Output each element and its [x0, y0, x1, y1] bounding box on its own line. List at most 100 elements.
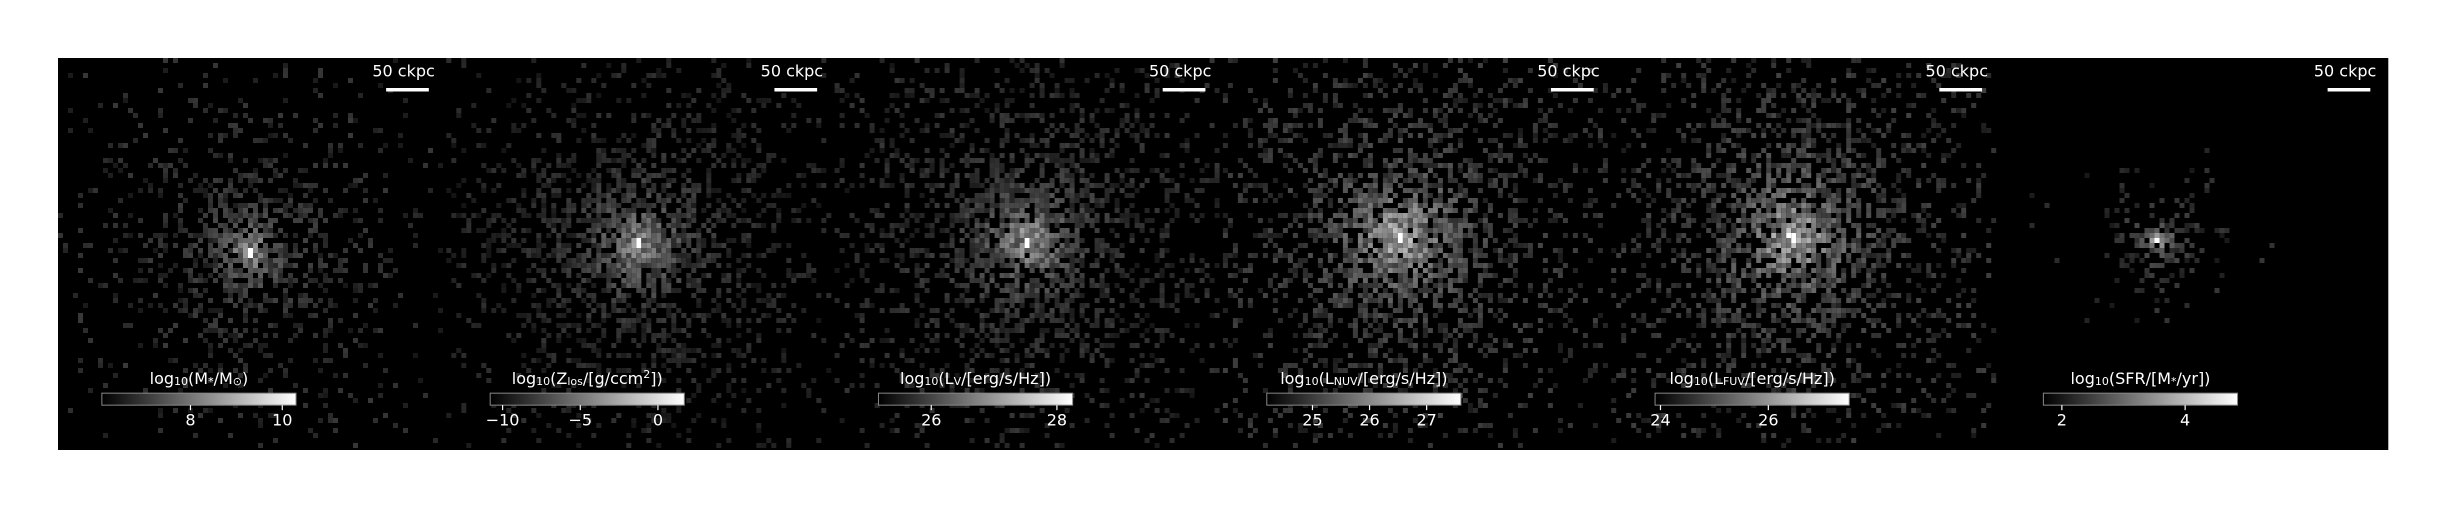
pixel [701, 288, 707, 293]
pixel [726, 288, 732, 293]
pixel [631, 283, 637, 288]
pixel [964, 233, 970, 238]
pixel [1372, 228, 1378, 233]
pixel [1174, 188, 1180, 193]
pixel [1392, 123, 1398, 128]
pixel [1164, 368, 1170, 373]
pixel [1237, 198, 1243, 203]
pixel [243, 243, 248, 248]
pixel [611, 268, 617, 273]
pixel [586, 343, 592, 348]
pixel [1387, 408, 1393, 413]
pixel [611, 223, 617, 228]
pixel [1054, 293, 1060, 298]
pixel [323, 388, 328, 393]
pixel [839, 113, 845, 118]
pixel [691, 198, 697, 203]
pixel [1019, 318, 1025, 323]
pixel [816, 318, 822, 323]
pixel [243, 313, 248, 318]
pixel [726, 323, 732, 328]
pixel [1317, 433, 1323, 438]
pixel [641, 168, 647, 173]
pixel [546, 353, 552, 358]
pixel [591, 123, 597, 128]
pixel [536, 378, 542, 383]
pixel [586, 313, 592, 318]
pixel [1367, 188, 1373, 193]
pixel [551, 213, 557, 218]
pixel [318, 393, 323, 398]
pixel [894, 288, 900, 293]
pixel [1362, 248, 1368, 253]
pixel [566, 158, 572, 163]
pixel [541, 218, 547, 223]
pixel [293, 333, 298, 338]
pixel [1154, 273, 1160, 278]
pixel [796, 173, 802, 178]
pixel [621, 223, 627, 228]
pixel [621, 233, 627, 238]
pixel [994, 368, 1000, 373]
pixel [919, 428, 925, 433]
pixel [1204, 288, 1210, 293]
pixel [964, 218, 970, 223]
pixel [1357, 143, 1363, 148]
pixel [889, 338, 895, 343]
pixel [636, 243, 642, 248]
pixel [228, 298, 233, 303]
pixel [1392, 243, 1398, 248]
pixel [1014, 188, 1020, 193]
pixel [651, 288, 657, 293]
pixel [1119, 243, 1125, 248]
pixel [218, 333, 223, 338]
pixel [1247, 303, 1253, 308]
pixel [1247, 418, 1253, 423]
pixel [1232, 263, 1238, 268]
pixel [671, 423, 677, 428]
pixel [964, 153, 970, 158]
pixel [1392, 228, 1398, 233]
pixel [1149, 228, 1155, 233]
pixel [521, 353, 527, 358]
pixel [511, 218, 517, 223]
pixel [551, 223, 557, 228]
pixel [1317, 263, 1323, 268]
pixel [781, 388, 787, 393]
pixel [686, 178, 692, 183]
pixel [1267, 118, 1273, 123]
pixel [263, 343, 268, 348]
pixel [641, 313, 647, 318]
pixel [979, 223, 985, 228]
pixel [1094, 133, 1100, 138]
pixel [536, 413, 542, 418]
pixel [203, 318, 208, 323]
pixel [1247, 143, 1253, 148]
pixel [726, 273, 732, 278]
pixel [661, 183, 667, 188]
pixel [1367, 378, 1373, 383]
pixel [556, 428, 562, 433]
pixel [378, 268, 383, 273]
pixel [323, 238, 328, 243]
pixel [1204, 178, 1210, 183]
pixel [1312, 198, 1318, 203]
pixel [1074, 238, 1080, 243]
pixel [726, 193, 732, 198]
pixel [964, 163, 970, 168]
pixel [571, 123, 577, 128]
pixel [238, 288, 243, 293]
pixel [1387, 118, 1393, 123]
pixel [556, 253, 562, 258]
pixel [358, 288, 363, 293]
pixel [1019, 148, 1025, 153]
pixel [671, 348, 677, 353]
pixel [363, 363, 368, 368]
pixel [1124, 328, 1130, 333]
pixel [786, 268, 792, 273]
pixel [621, 293, 627, 298]
pixel [1074, 258, 1080, 263]
pixel [233, 223, 238, 228]
pixel [874, 138, 880, 143]
pixel [1049, 278, 1055, 283]
